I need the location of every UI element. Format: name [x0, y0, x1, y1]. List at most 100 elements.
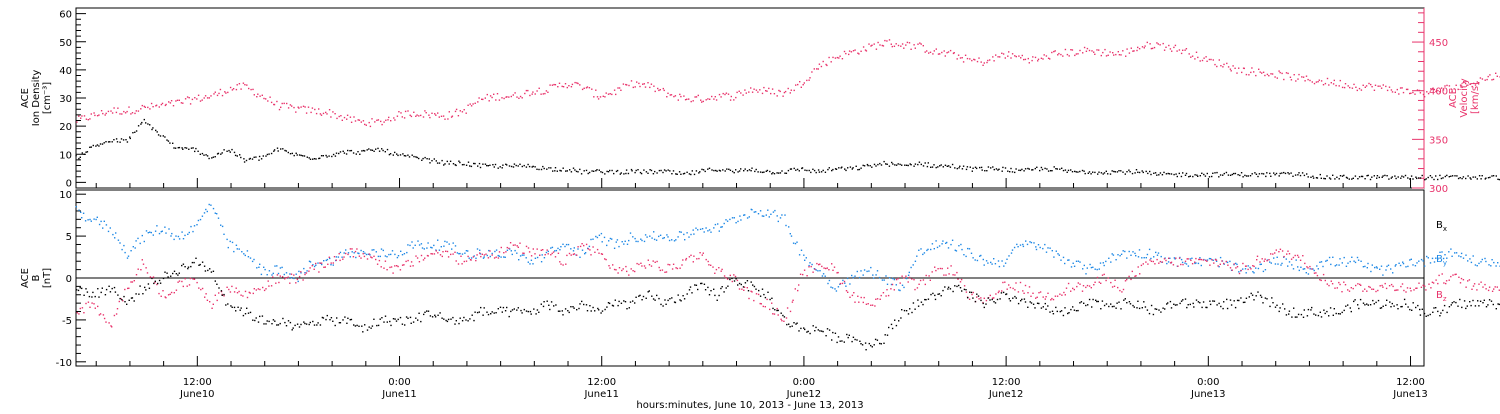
- b-bz-point: [570, 254, 572, 256]
- density-point: [508, 165, 511, 167]
- density-point: [1105, 170, 1107, 172]
- b-by-point: [851, 274, 853, 277]
- b-bx-point: [714, 294, 716, 297]
- b-bx-point: [707, 286, 709, 289]
- b-bx-point: [549, 308, 551, 311]
- b-bz-point: [93, 303, 95, 305]
- density-point: [1480, 178, 1482, 180]
- b-by-point: [1185, 263, 1188, 265]
- b-by-point: [1189, 258, 1191, 260]
- velocity-point: [206, 97, 209, 99]
- density-point: [883, 160, 885, 163]
- velocity-point: [1412, 91, 1414, 94]
- b-by-point: [1173, 257, 1176, 259]
- b-bz-point: [1233, 263, 1235, 265]
- b-bz-point: [658, 266, 660, 269]
- velocity-point: [1174, 44, 1177, 47]
- b-bz-point: [1416, 287, 1418, 289]
- density-point: [1371, 176, 1373, 178]
- b-by-point: [489, 255, 491, 258]
- b-bz-point: [380, 266, 382, 268]
- b-by-point: [143, 240, 145, 243]
- b-bz-point: [600, 253, 603, 255]
- b-by-point: [753, 211, 755, 213]
- b-bx-point: [1259, 294, 1262, 297]
- b-bx-point: [1350, 310, 1352, 313]
- density-point: [260, 158, 263, 160]
- velocity-point: [141, 104, 143, 107]
- b-by-point: [386, 256, 388, 258]
- density-point: [769, 170, 771, 173]
- density-point: [1498, 178, 1500, 181]
- velocity-point: [903, 47, 905, 49]
- velocity-point: [1457, 88, 1459, 91]
- velocity-point: [1169, 48, 1172, 50]
- b-bx-point: [1375, 301, 1377, 304]
- b-by-point: [293, 277, 295, 280]
- velocity-point: [538, 87, 540, 89]
- velocity-point: [997, 56, 999, 58]
- velocity-point: [140, 108, 142, 110]
- velocity-point: [1473, 82, 1475, 85]
- b-bx-point: [777, 309, 779, 312]
- b-bz-point: [1364, 288, 1366, 290]
- density-point: [220, 153, 222, 155]
- b-bz-point: [79, 307, 81, 310]
- b-by-point: [733, 217, 735, 219]
- b-bz-point: [690, 254, 692, 256]
- density-point: [325, 154, 327, 157]
- b-bx-point: [497, 308, 499, 310]
- b-bz-point: [439, 254, 442, 256]
- b-by-point: [1316, 265, 1318, 267]
- b-bx-point: [274, 320, 276, 322]
- b-bx-point: [418, 312, 420, 314]
- density-point: [255, 156, 257, 158]
- density-point: [1382, 175, 1384, 177]
- density-point: [1009, 171, 1011, 173]
- density-point: [895, 164, 898, 166]
- velocity-point: [1034, 56, 1037, 59]
- b-bx-point: [806, 331, 808, 333]
- velocity-point: [745, 92, 747, 94]
- b-bx-point: [969, 291, 971, 293]
- velocity-point: [263, 97, 265, 100]
- b-by-point: [1330, 263, 1332, 266]
- velocity-point: [644, 86, 647, 88]
- b-by-point: [1082, 268, 1084, 270]
- density-point: [635, 169, 637, 172]
- density-point: [96, 144, 99, 146]
- b-bx-point: [576, 309, 578, 311]
- b-bz-point: [487, 257, 490, 259]
- density-point: [90, 146, 92, 148]
- velocity-point: [605, 92, 607, 94]
- b-bz-point: [231, 285, 233, 288]
- b-by-point: [705, 227, 707, 229]
- density-point: [665, 170, 667, 172]
- velocity-point: [1459, 84, 1462, 86]
- density-point: [1175, 173, 1177, 175]
- velocity-point: [428, 114, 430, 116]
- velocity-point: [566, 86, 568, 89]
- b-bz-point: [1156, 258, 1158, 261]
- b-bz-point: [211, 307, 213, 309]
- b-by-point: [529, 263, 531, 265]
- density-point: [1084, 172, 1086, 175]
- velocity-point: [1027, 57, 1029, 60]
- density-point: [1424, 179, 1426, 181]
- b-bx-point: [890, 323, 893, 326]
- density-point: [109, 141, 111, 143]
- density-point: [1066, 171, 1068, 173]
- velocity-point: [982, 64, 984, 66]
- b-bz-point: [965, 291, 968, 293]
- b-by-point: [671, 239, 673, 241]
- b-bx-point: [289, 321, 292, 324]
- density-point: [1341, 175, 1344, 177]
- b-bx-point: [467, 320, 469, 322]
- b-bx-point: [1186, 306, 1188, 309]
- b-by-point: [1322, 265, 1324, 268]
- b-by-point: [588, 245, 591, 248]
- b-bx-point: [1253, 299, 1255, 301]
- b-by-point: [1083, 264, 1085, 267]
- density-point: [540, 168, 543, 171]
- density-point: [1257, 175, 1259, 178]
